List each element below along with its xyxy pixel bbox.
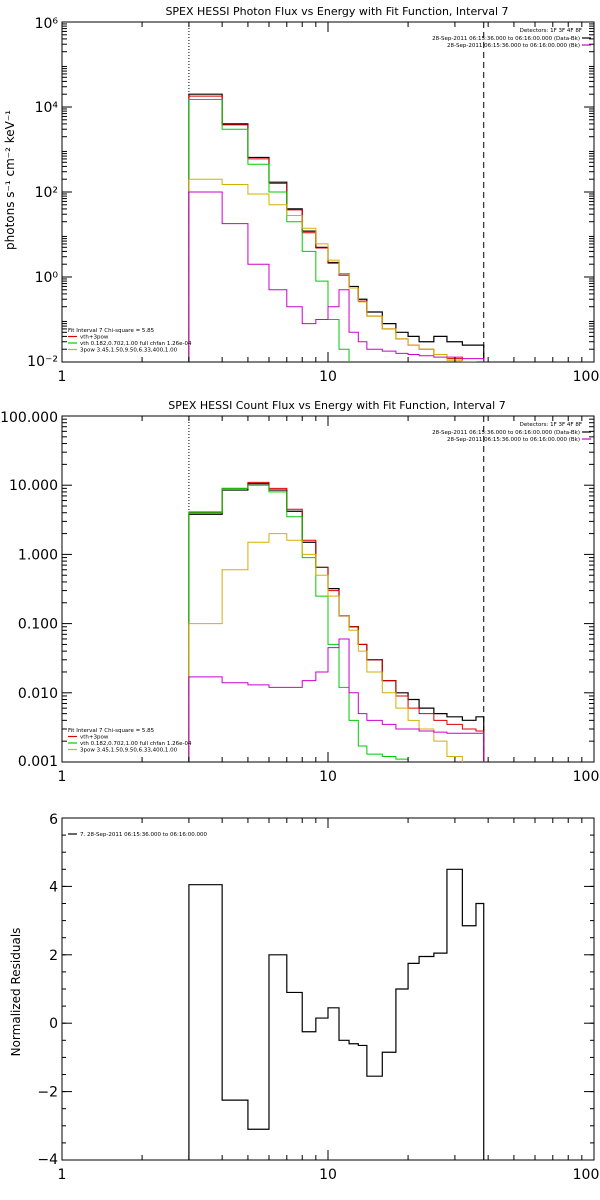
count-flux-series-line-4 [188, 638, 485, 762]
count-flux-series-line-3 [188, 533, 463, 762]
photon-flux-y-tick-label: 10⁶ [35, 16, 59, 32]
count-flux-legend-title-left: Fit Interval 7 Chi-square = 5.85 [68, 728, 155, 734]
photon-flux-panel: SPEX HESSI Photon Flux vs Energy with Fi… [3, 5, 600, 385]
residuals-x-tick-label: 1 [58, 1167, 67, 1183]
residuals-y-tick-label: −2 [37, 1085, 58, 1101]
residuals-y-tick-label: 0 [49, 1016, 58, 1032]
photon-flux-legend-title-right: Detectors: 1F 3F 4F 8F [520, 28, 582, 34]
count-flux-x-tick-label: 100 [573, 769, 600, 785]
count-flux-y-tick-label: 0.010 [18, 686, 58, 702]
photon-flux-series-line-1 [188, 95, 477, 362]
count-flux-series-line-2 [188, 484, 409, 762]
count-flux-y-tick-label: 0.001 [18, 754, 58, 770]
residuals-y-tick-label: −4 [37, 1152, 58, 1168]
residuals-y-tick-label: 2 [49, 948, 58, 964]
count-flux-y-tick-label: 100.000 [0, 410, 58, 426]
photon-flux-legend-title-left: Fit Interval 7 Chi-square = 5.85 [68, 328, 155, 334]
photon-flux-series-line-0 [188, 93, 485, 362]
residuals-ylabel: Normalized Residuals [9, 928, 23, 1057]
count-flux-y-tick-label: 10.000 [9, 478, 58, 494]
photon-flux-y-tick-label: 10⁻² [27, 354, 58, 370]
photon-flux-legend-entry-left: vth 0.182,0.702,1.00 full chfan 1.26e-04 [80, 341, 192, 347]
photon-flux-y-tick-label: 10² [35, 185, 58, 201]
count-flux-y-tick-label: 0.100 [18, 617, 58, 633]
photon-flux-y-tick-label: 10⁰ [35, 270, 59, 286]
photon-flux-data-area [188, 22, 485, 362]
count-flux-title: SPEX HESSI Count Flux vs Energy with Fit… [168, 399, 505, 412]
photon-flux-legend-entry-right: 28-Sep-2011 06:15:36.000 to 06:16:00.000… [447, 43, 580, 49]
count-flux-panel: SPEX HESSI Count Flux vs Energy with Fit… [0, 399, 600, 785]
photon-flux-series-line-3 [188, 178, 463, 362]
count-flux-series-line-0 [188, 483, 485, 762]
photon-flux-legend-entry-left: vth+3pow [80, 335, 109, 341]
count-flux-legend-title-right: Detectors: 1F 3F 4F 8F [520, 422, 582, 428]
photon-flux-x-tick-label: 1 [58, 369, 67, 385]
residuals-legend-entry-left: 7. 28-Sep-2011 06:15:36.000 to 06:16:00.… [80, 832, 207, 838]
count-flux-legend-entry-left: vth 0.182,0.702,1.00 full chfan 1.26e-04 [80, 741, 192, 747]
residuals-x-tick-label: 100 [573, 1167, 600, 1183]
residuals-y-tick-label: 6 [49, 812, 58, 828]
photon-flux-series-line-2 [188, 99, 350, 362]
photon-flux-y-tick-label: 10⁴ [35, 100, 59, 116]
count-flux-legend-entry-left: vth+3pow [80, 735, 109, 741]
residuals-plot-frame [61, 817, 595, 1161]
count-flux-series-line-1 [188, 481, 485, 762]
photon-flux-legend-entry-right: 28-Sep-2011 06:15:36.000 to 06:16:00.000… [432, 36, 580, 42]
photon-flux-title: SPEX HESSI Photon Flux vs Energy with Fi… [165, 5, 508, 18]
count-flux-x-tick-label: 10 [319, 769, 337, 785]
count-flux-legend-entry-right: 28-Sep-2011 06:15:36.000 to 06:16:00.000… [432, 430, 580, 436]
count-flux-legend-entry-left: 3pow 3.45,1.50,9.50,6.33,400,1.00 [80, 748, 178, 754]
residuals-ylabel-group: Normalized Residuals [9, 928, 23, 1057]
photon-flux-x-tick-label: 100 [573, 369, 600, 385]
photon-flux-ylabel: photons s⁻¹ cm⁻² keV⁻¹ [3, 110, 17, 250]
count-flux-y-tick-label: 1.000 [18, 547, 58, 563]
photon-flux-ylabel-group: photons s⁻¹ cm⁻² keV⁻¹ [3, 110, 17, 250]
residuals-x-tick-label: 10 [319, 1167, 337, 1183]
residuals-panel: Normalized Residuals 1 10 100 −4 −2 0 2 4 6 7. 28… [9, 812, 599, 1183]
count-flux-x-tick-label: 1 [58, 769, 67, 785]
residuals-data-area [188, 868, 485, 1160]
residuals-y-tick-label: 4 [49, 879, 58, 895]
photon-flux-x-tick-label: 10 [319, 369, 337, 385]
count-flux-legend-entry-right: 28-Sep-2011 06:15:36.000 to 06:16:00.000… [447, 437, 580, 443]
photon-flux-legend-entry-left: 3pow 3.45,1.50,9.50,6.33,400,1.00 [80, 348, 178, 354]
count-flux-data-area [188, 416, 485, 762]
photon-flux-series-line-4 [188, 191, 485, 362]
residuals-series-line-0 [188, 868, 485, 1160]
